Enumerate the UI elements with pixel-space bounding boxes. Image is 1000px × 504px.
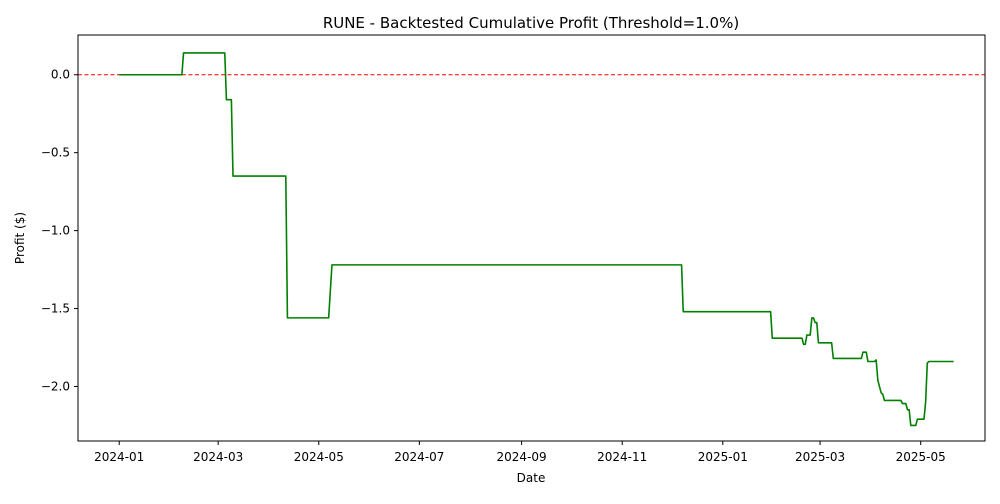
x-tick-label: 2024-09	[497, 450, 547, 464]
y-tick-label: 0.0	[51, 68, 70, 82]
y-axis: 0.0 −0.5 −1.0 −1.5 −2.0	[41, 68, 78, 393]
x-tick-label: 2024-07	[394, 450, 444, 464]
plot-area	[78, 52, 985, 427]
x-tick-label: 2025-03	[795, 450, 845, 464]
x-tick-label: 2024-05	[294, 450, 344, 464]
x-tick-label: 2024-01	[94, 450, 144, 464]
x-axis-label: Date	[517, 471, 546, 485]
x-tick-label: 2024-11	[597, 450, 647, 464]
y-tick-label: −0.5	[41, 146, 70, 160]
y-axis-label: Profit ($)	[13, 212, 27, 264]
x-tick-label: 2024-03	[193, 450, 243, 464]
series-line-1	[119, 52, 954, 427]
x-axis: 2024-01 2024-03 2024-05 2024-07 2024-09 2024-…	[94, 441, 946, 464]
y-tick-label: −1.5	[41, 302, 70, 316]
plot-frame	[77, 34, 986, 442]
x-tick-label: 2025-01	[698, 450, 748, 464]
y-tick-label: −2.0	[41, 379, 70, 393]
chart-title: RUNE - Backtested Cumulative Profit (Thr…	[323, 14, 739, 32]
x-tick-label: 2025-05	[896, 450, 946, 464]
y-tick-label: −1.0	[41, 224, 70, 238]
